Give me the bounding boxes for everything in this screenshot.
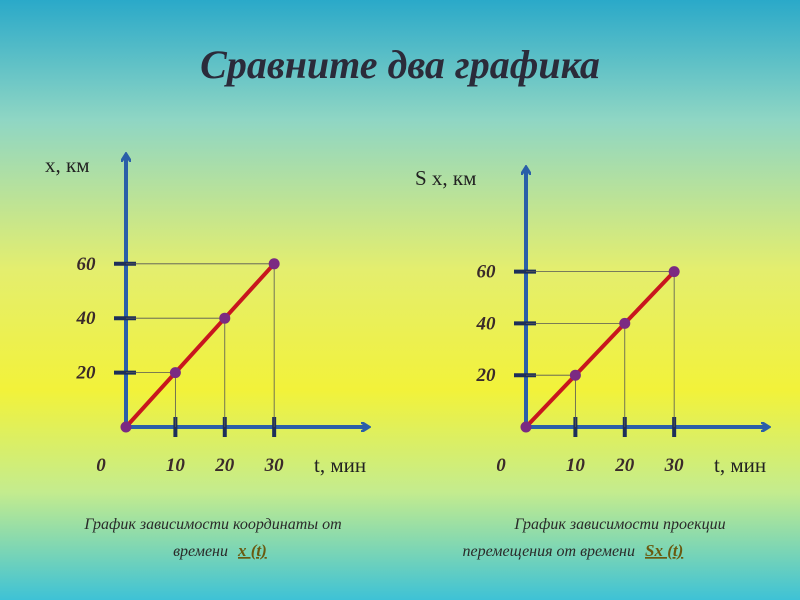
data-point (619, 317, 631, 329)
x-tick-label: 20 (614, 455, 635, 476)
caption: График зависимости координаты от (83, 516, 341, 533)
data-line (124, 262, 276, 429)
data-point (520, 421, 532, 433)
data-point (169, 367, 181, 379)
caption: перемещения от времени (462, 543, 635, 560)
caption-formula: x (t) (237, 541, 267, 560)
x-tick-label: 30 (264, 455, 285, 476)
y-tick-label: 60 (77, 254, 97, 275)
slide-title: Сравните два графика (200, 42, 600, 87)
data-line (524, 270, 676, 429)
data-point (268, 258, 280, 270)
data-point (120, 421, 132, 433)
caption: График зависимости проекции (513, 516, 725, 533)
data-point (219, 312, 231, 324)
y-tick-label: 20 (76, 363, 97, 384)
x-tick-label: 30 (664, 455, 685, 476)
y-tick-label: 40 (76, 308, 97, 329)
x-tick-label: 20 (214, 455, 235, 476)
x-tick-label: 10 (566, 455, 586, 476)
x-tick-label: 0 (496, 455, 506, 476)
y-tick-label: 40 (476, 313, 497, 334)
data-point (569, 369, 581, 381)
y-axis-label: S x, км (415, 166, 476, 190)
caption: времени (173, 543, 228, 560)
y-tick-label: 60 (477, 262, 497, 283)
y-axis-label: x, км (45, 153, 90, 177)
x-axis-label: t, мин (314, 453, 366, 477)
caption-formula: Sx (t) (645, 541, 683, 560)
x-tick-label: 10 (166, 455, 186, 476)
data-point (668, 266, 680, 278)
x-axis-label: t, мин (714, 453, 766, 477)
y-tick-label: 20 (476, 365, 497, 386)
x-tick-label: 0 (96, 455, 106, 476)
